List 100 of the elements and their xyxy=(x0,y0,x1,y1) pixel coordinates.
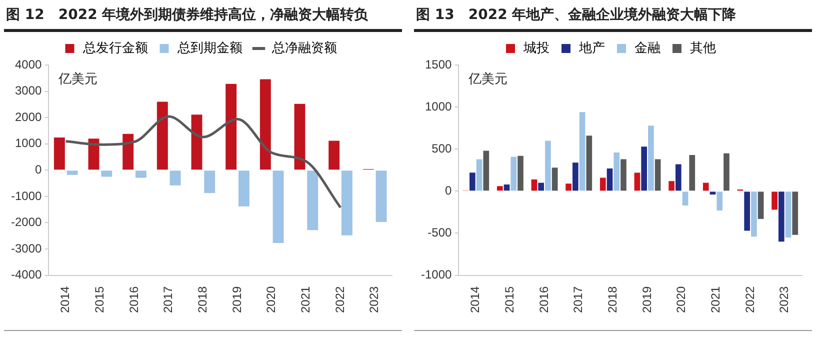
bar xyxy=(785,192,792,238)
y-axis-title: 亿美元 xyxy=(468,70,508,87)
bar xyxy=(483,150,490,191)
y-tick-label: -4000 xyxy=(10,268,42,282)
bar xyxy=(668,181,674,191)
legend-label: 城投 xyxy=(522,40,550,56)
y-tick-label: 1000 xyxy=(424,99,452,114)
bar xyxy=(170,170,181,186)
y-tick-label: 0 xyxy=(35,162,42,176)
bar xyxy=(272,170,284,243)
x-tick-label: 2014 xyxy=(58,286,72,314)
legend-label: 其他 xyxy=(690,40,716,56)
x-tick-label: 2021 xyxy=(708,286,722,314)
bar xyxy=(504,184,510,191)
bar xyxy=(606,168,613,191)
bar xyxy=(135,170,146,178)
bar xyxy=(510,156,517,191)
legend-label: 总到期金额 xyxy=(176,40,242,56)
x-tick-label: 2017 xyxy=(571,286,586,314)
x-tick-label: 2018 xyxy=(605,286,620,314)
bar xyxy=(122,134,134,170)
bar xyxy=(238,170,250,206)
bar xyxy=(552,168,558,191)
x-tick-label: 2023 xyxy=(777,286,792,314)
bar xyxy=(191,114,202,170)
bar xyxy=(716,192,723,211)
bar xyxy=(702,182,709,191)
bar xyxy=(620,159,626,191)
x-tick-label: 2015 xyxy=(92,286,106,314)
x-tick-label: 2019 xyxy=(230,286,244,314)
bar xyxy=(744,192,750,231)
bar xyxy=(341,170,352,236)
x-tick-label: 2022 xyxy=(332,286,347,314)
bar xyxy=(792,192,798,235)
y-tick-label: -1000 xyxy=(420,268,452,282)
x-tick-label: 2019 xyxy=(640,286,654,314)
x-tick-label: 2017 xyxy=(161,286,176,314)
legend-label: 地产 xyxy=(578,40,605,56)
legend-label: 金融 xyxy=(634,40,660,56)
bar xyxy=(260,79,271,170)
bar xyxy=(476,159,482,191)
y-tick-label: -1000 xyxy=(10,188,42,203)
bar xyxy=(538,182,544,191)
chart-title: 图 12 2022 年境外到期债券维持高位，净融资大幅转负 xyxy=(4,4,402,32)
bar xyxy=(54,138,65,170)
bar xyxy=(470,172,476,191)
y-tick-label: 3000 xyxy=(14,84,42,98)
bar xyxy=(572,162,578,191)
y-tick-label: 0 xyxy=(445,183,452,198)
bar xyxy=(545,140,551,191)
bar xyxy=(751,192,757,237)
chart-title: 图 13 2022 年地产、金融企业境外融资大幅下降 xyxy=(414,4,812,32)
bar xyxy=(689,155,696,191)
bar xyxy=(226,84,237,170)
bar xyxy=(724,153,730,191)
bar xyxy=(204,170,216,194)
bar xyxy=(496,186,503,191)
bar xyxy=(579,112,586,191)
y-tick-label: 1000 xyxy=(14,136,42,150)
y-tick-label: 2000 xyxy=(14,110,42,124)
x-tick-label: 2016 xyxy=(536,286,551,314)
bar xyxy=(758,192,764,219)
x-tick-label: 2021 xyxy=(298,286,312,314)
bar xyxy=(294,104,306,170)
bar xyxy=(778,192,784,242)
x-tick-label: 2023 xyxy=(367,286,382,314)
bar xyxy=(566,184,572,191)
bar xyxy=(654,159,661,191)
bar xyxy=(307,170,318,230)
bar xyxy=(772,192,778,210)
bar xyxy=(710,192,716,195)
bar xyxy=(641,146,647,191)
x-tick-label: 2020 xyxy=(264,286,278,314)
bar xyxy=(675,164,682,191)
bar xyxy=(101,170,112,177)
bar xyxy=(648,126,654,191)
bar xyxy=(518,156,524,191)
y-tick-label: 1500 xyxy=(424,57,452,72)
bar xyxy=(328,140,340,170)
legend-label: 总净融资额 xyxy=(270,40,337,56)
x-tick-label: 2014 xyxy=(468,286,482,314)
bar xyxy=(66,170,78,175)
bar xyxy=(376,170,387,222)
y-tick-label: -2000 xyxy=(10,215,42,230)
bar xyxy=(682,192,688,206)
x-tick-label: 2022 xyxy=(742,286,757,314)
x-tick-label: 2016 xyxy=(126,286,141,314)
y-tick-label: 4000 xyxy=(14,57,42,72)
y-tick-label: -3000 xyxy=(10,241,42,256)
bar xyxy=(600,178,606,191)
y-tick-label: 500 xyxy=(432,141,452,156)
bar xyxy=(531,179,538,191)
x-tick-label: 2020 xyxy=(674,286,688,314)
legend-label: 总发行金额 xyxy=(82,40,148,56)
line-series xyxy=(64,115,342,209)
x-tick-label: 2018 xyxy=(195,286,210,314)
x-tick-label: 2015 xyxy=(502,286,516,314)
y-tick-label: -500 xyxy=(428,226,452,240)
bar xyxy=(634,172,640,191)
bar xyxy=(156,102,168,170)
